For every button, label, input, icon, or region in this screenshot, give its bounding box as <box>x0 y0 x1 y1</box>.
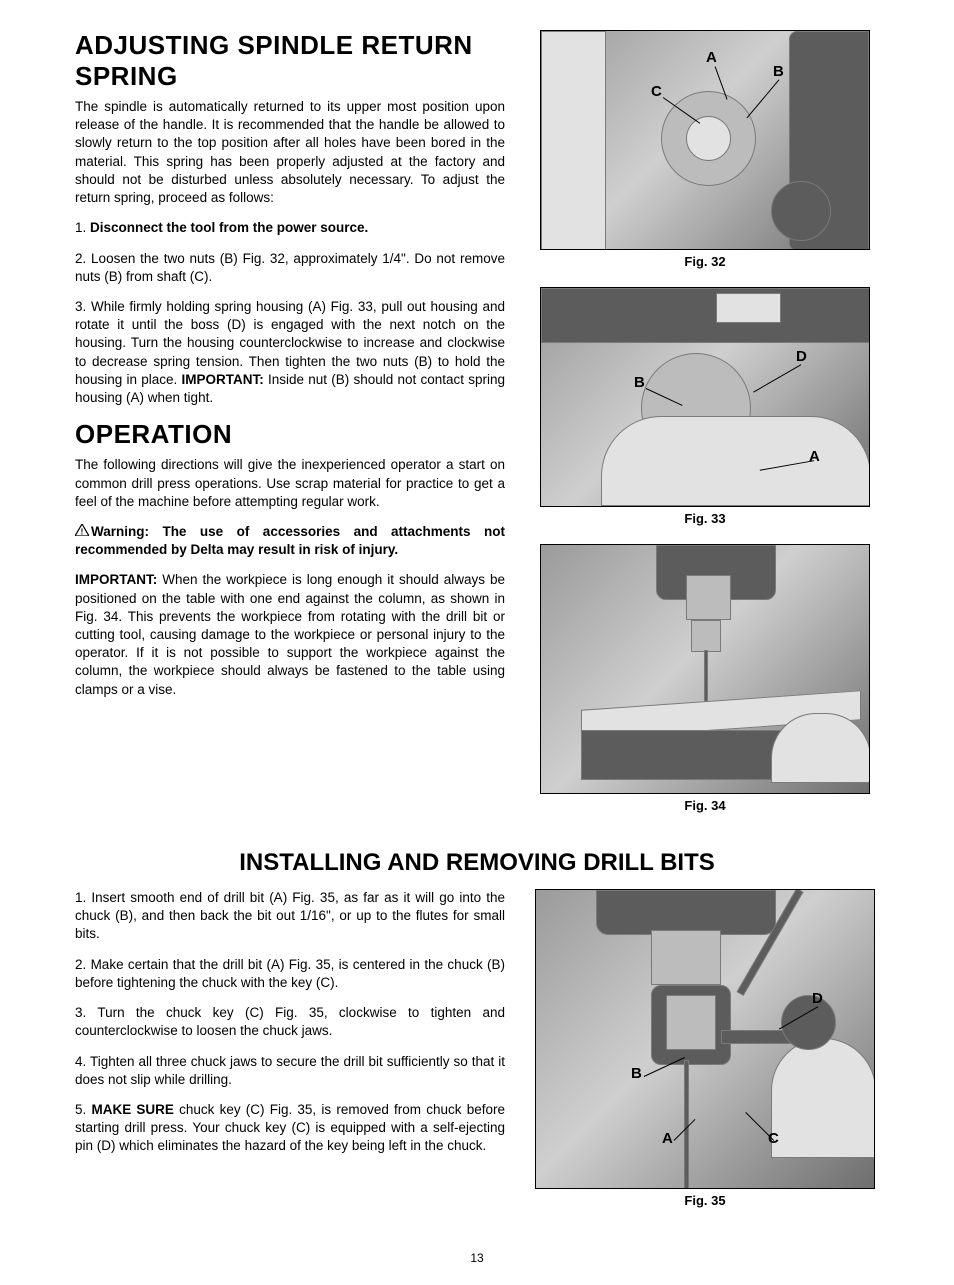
step1-prefix: 1. <box>75 220 90 235</box>
step3-important-label: IMPORTANT: <box>182 372 264 387</box>
svg-text:!: ! <box>81 527 84 536</box>
heading-operation: Operation <box>75 419 505 450</box>
figure-35-block: D B A C Fig. 35 <box>535 889 875 1208</box>
figure-33-caption: Fig. 33 <box>540 511 870 526</box>
fig32-label-a: A <box>706 49 717 66</box>
fig35-label-b: B <box>631 1065 642 1082</box>
spindle-step-2: 2. Loosen the two nuts (B) Fig. 32, appr… <box>75 250 505 286</box>
bits-step-2: 2. Make certain that the drill bit (A) F… <box>75 956 505 992</box>
spindle-step-3: 3. While firmly holding spring housing (… <box>75 298 505 407</box>
figure-32-caption: Fig. 32 <box>540 254 870 269</box>
top-two-column-layout: ADJUSTING SPINDLE RETURN SPRING The spin… <box>75 30 879 831</box>
heading-spindle-spring: ADJUSTING SPINDLE RETURN SPRING <box>75 30 505 92</box>
bits-step-3: 3. Turn the chuck key (C) Fig. 35, clock… <box>75 1004 505 1040</box>
step5-a: 5. <box>75 1102 91 1117</box>
figure-34-caption: Fig. 34 <box>540 798 870 813</box>
bottom-two-column-layout: 1. Insert smooth end of drill bit (A) Fi… <box>75 889 879 1226</box>
operation-warning: ! Warning: The use of accessories and at… <box>75 523 505 559</box>
figure-32-image: A B C <box>540 30 870 250</box>
fig32-label-c: C <box>651 83 662 100</box>
warning-triangle-icon: ! <box>75 524 89 536</box>
drill-bits-figure-column: D B A C Fig. 35 <box>535 889 875 1226</box>
step5-bold: MAKE SURE <box>91 1102 173 1117</box>
fig33-label-d: D <box>796 348 807 365</box>
left-text-column: ADJUSTING SPINDLE RETURN SPRING The spin… <box>75 30 505 831</box>
fig35-label-d: D <box>812 990 823 1007</box>
important-label: IMPORTANT: <box>75 572 157 587</box>
bits-step-4: 4. Tighten all three chuck jaws to secur… <box>75 1053 505 1089</box>
drill-bits-text-column: 1. Insert smooth end of drill bit (A) Fi… <box>75 889 505 1226</box>
operation-intro: The following directions will give the i… <box>75 456 505 511</box>
fig33-label-a: A <box>809 448 820 465</box>
figure-33-image: D B A <box>540 287 870 507</box>
figure-35-image: D B A C <box>535 889 875 1189</box>
fig32-label-b: B <box>773 63 784 80</box>
bits-step-1: 1. Insert smooth end of drill bit (A) Fi… <box>75 889 505 944</box>
figure-34-image <box>540 544 870 794</box>
operation-important: IMPORTANT: When the workpiece is long en… <box>75 571 505 699</box>
spindle-step-1: 1. Disconnect the tool from the power so… <box>75 219 505 237</box>
warning-text: Warning: The use of accessories and atta… <box>75 524 505 557</box>
step1-bold: Disconnect the tool from the power sourc… <box>90 220 368 235</box>
heading-drill-bits: INSTALLING AND REMOVING DRILL BITS <box>75 849 879 877</box>
fig35-label-a: A <box>662 1130 673 1147</box>
figure-33-block: D B A Fig. 33 <box>540 287 870 526</box>
spindle-intro: The spindle is automatically returned to… <box>75 98 505 207</box>
important-text: When the workpiece is long enough it sho… <box>75 572 505 696</box>
page-number: 13 <box>75 1251 879 1265</box>
right-figure-column: A B C Fig. 32 D B A F <box>535 30 875 831</box>
figure-35-caption: Fig. 35 <box>535 1193 875 1208</box>
figure-32-block: A B C Fig. 32 <box>540 30 870 269</box>
bits-step-5: 5. MAKE SURE chuck key (C) Fig. 35, is r… <box>75 1101 505 1156</box>
figure-34-block: Fig. 34 <box>540 544 870 813</box>
fig33-label-b: B <box>634 374 645 391</box>
